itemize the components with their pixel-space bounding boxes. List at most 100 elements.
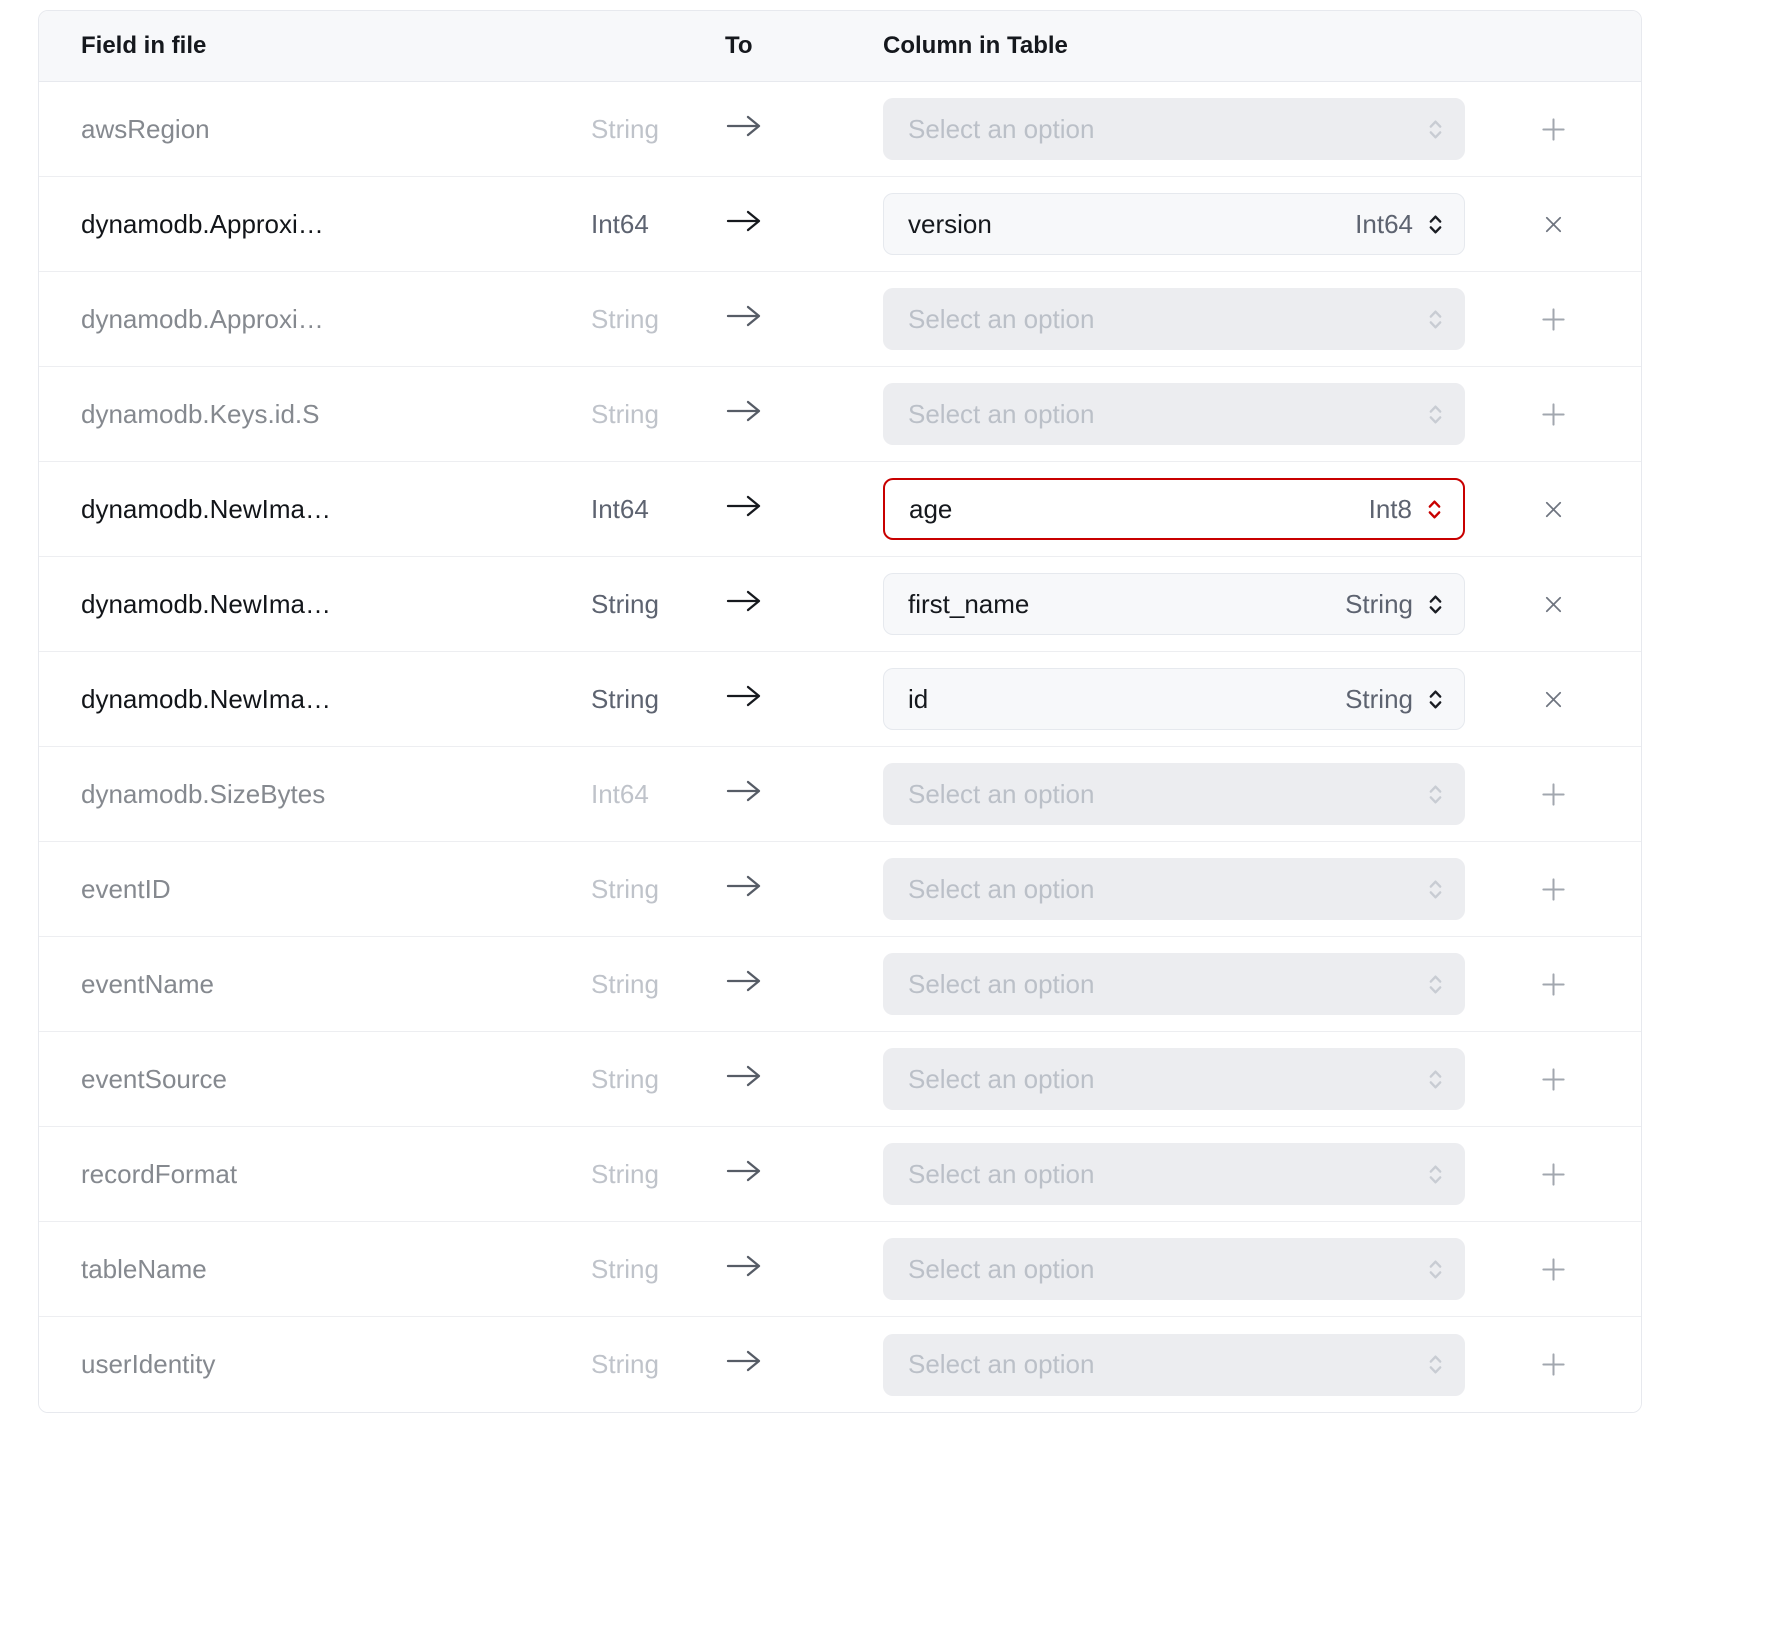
field-name: dynamodb.NewIma… bbox=[81, 588, 331, 619]
chevron-up-down-icon bbox=[1426, 497, 1443, 522]
column-select[interactable]: Select an option bbox=[883, 1048, 1465, 1110]
arrow-right-icon bbox=[725, 493, 763, 519]
select-cell: Select an option bbox=[883, 288, 1465, 350]
column-select-value: age bbox=[909, 493, 953, 524]
column-select[interactable]: Select an option bbox=[883, 1333, 1465, 1396]
field-name: dynamodb.NewIma… bbox=[81, 493, 331, 524]
action-cell bbox=[1465, 306, 1641, 333]
add-mapping-button[interactable] bbox=[1540, 1161, 1567, 1188]
field-type: Int64 bbox=[591, 208, 649, 239]
remove-mapping-button[interactable] bbox=[1542, 213, 1565, 236]
table-row: eventID String Select an option bbox=[39, 842, 1641, 937]
table-row: userIdentity String Select an option bbox=[39, 1317, 1641, 1412]
table-row: eventSource String Select an option bbox=[39, 1032, 1641, 1127]
column-select[interactable]: Select an option bbox=[883, 858, 1465, 920]
action-cell bbox=[1465, 593, 1641, 616]
arrow-cell bbox=[709, 683, 883, 716]
action-cell bbox=[1465, 1066, 1641, 1093]
field-name: eventSource bbox=[81, 1063, 227, 1094]
field-type: String bbox=[591, 588, 659, 619]
column-select[interactable]: Select an option bbox=[883, 288, 1465, 350]
column-select[interactable]: Select an option bbox=[883, 1143, 1465, 1205]
table-row: eventName String Select an option bbox=[39, 937, 1641, 1032]
arrow-cell bbox=[709, 398, 883, 431]
column-select-type: String bbox=[1345, 588, 1413, 619]
chevron-up-down-icon bbox=[1427, 687, 1444, 712]
action-cell bbox=[1465, 971, 1641, 998]
select-cell: Select an option bbox=[883, 1143, 1465, 1205]
select-cell: Select an option bbox=[883, 763, 1465, 825]
field-name: userIdentity bbox=[81, 1349, 216, 1379]
field-name: dynamodb.SizeBytes bbox=[81, 778, 326, 809]
column-select[interactable]: Select an option bbox=[883, 763, 1465, 825]
column-select-value: version bbox=[908, 208, 992, 239]
field-name: dynamodb.Approxi… bbox=[81, 303, 324, 334]
arrow-right-icon bbox=[725, 398, 763, 424]
column-select[interactable]: age Int8 bbox=[883, 478, 1465, 540]
arrow-right-icon bbox=[725, 113, 763, 139]
column-select-value: Select an option bbox=[908, 778, 1095, 809]
field-type: String bbox=[591, 303, 659, 334]
column-select[interactable]: Select an option bbox=[883, 383, 1465, 445]
column-select-value: id bbox=[908, 683, 929, 714]
remove-mapping-button[interactable] bbox=[1542, 498, 1565, 521]
field-name: recordFormat bbox=[81, 1158, 238, 1189]
column-select-value: Select an option bbox=[908, 1253, 1095, 1284]
column-select-value: Select an option bbox=[908, 113, 1095, 144]
chevron-up-down-icon bbox=[1427, 972, 1444, 997]
arrow-cell bbox=[709, 1253, 883, 1286]
field-type: String bbox=[591, 1158, 659, 1189]
action-cell bbox=[1465, 401, 1641, 428]
column-select[interactable]: Select an option bbox=[883, 98, 1465, 160]
select-cell: Select an option bbox=[883, 1048, 1465, 1110]
add-mapping-button[interactable] bbox=[1540, 781, 1567, 808]
arrow-cell bbox=[709, 588, 883, 621]
field-type: Int64 bbox=[591, 778, 649, 809]
select-cell: Select an option bbox=[883, 953, 1465, 1015]
table-row: recordFormat String Select an option bbox=[39, 1127, 1641, 1222]
arrow-cell bbox=[709, 778, 883, 811]
column-select[interactable]: Select an option bbox=[883, 1238, 1465, 1300]
select-cell: first_name String bbox=[883, 573, 1465, 635]
table-row: dynamodb.NewIma… String id String bbox=[39, 652, 1641, 747]
column-select-value: Select an option bbox=[908, 1158, 1095, 1189]
remove-mapping-button[interactable] bbox=[1542, 688, 1565, 711]
add-mapping-button[interactable] bbox=[1540, 1351, 1567, 1378]
add-mapping-button[interactable] bbox=[1540, 1066, 1567, 1093]
add-mapping-button[interactable] bbox=[1540, 876, 1567, 903]
add-mapping-button[interactable] bbox=[1540, 116, 1567, 143]
arrow-right-icon bbox=[725, 1253, 763, 1279]
chevron-up-down-icon bbox=[1427, 592, 1444, 617]
arrow-right-icon bbox=[725, 208, 763, 234]
add-mapping-button[interactable] bbox=[1540, 401, 1567, 428]
arrow-cell bbox=[709, 1158, 883, 1191]
column-select[interactable]: Select an option bbox=[883, 953, 1465, 1015]
header-to: To bbox=[725, 32, 753, 59]
field-name: eventName bbox=[81, 968, 214, 999]
chevron-up-down-icon bbox=[1427, 1162, 1444, 1187]
field-type: String bbox=[591, 968, 659, 999]
table-row: dynamodb.Keys.id.S String Select an opti… bbox=[39, 367, 1641, 462]
column-select-value: Select an option bbox=[908, 398, 1095, 429]
field-type: String bbox=[591, 1349, 659, 1379]
column-select[interactable]: id String bbox=[883, 668, 1465, 730]
add-mapping-button[interactable] bbox=[1540, 1256, 1567, 1283]
select-cell: Select an option bbox=[883, 1238, 1465, 1300]
remove-mapping-button[interactable] bbox=[1542, 593, 1565, 616]
field-type: Int64 bbox=[591, 493, 649, 524]
column-select[interactable]: version Int64 bbox=[883, 193, 1465, 255]
column-select[interactable]: first_name String bbox=[883, 573, 1465, 635]
action-cell bbox=[1465, 498, 1641, 521]
table-row: dynamodb.SizeBytes Int64 Select an optio… bbox=[39, 747, 1641, 842]
field-name: tableName bbox=[81, 1253, 207, 1284]
column-select-type: Int8 bbox=[1368, 493, 1412, 524]
mapping-rows: awsRegion String Select an option bbox=[39, 82, 1641, 1412]
table-row: dynamodb.NewIma… String first_name Strin… bbox=[39, 557, 1641, 652]
column-select-value: first_name bbox=[908, 588, 1030, 619]
add-mapping-button[interactable] bbox=[1540, 306, 1567, 333]
chevron-up-down-icon bbox=[1427, 402, 1444, 427]
chevron-up-down-icon bbox=[1427, 1067, 1444, 1092]
add-mapping-button[interactable] bbox=[1540, 971, 1567, 998]
action-cell bbox=[1465, 688, 1641, 711]
arrow-right-icon bbox=[725, 588, 763, 614]
